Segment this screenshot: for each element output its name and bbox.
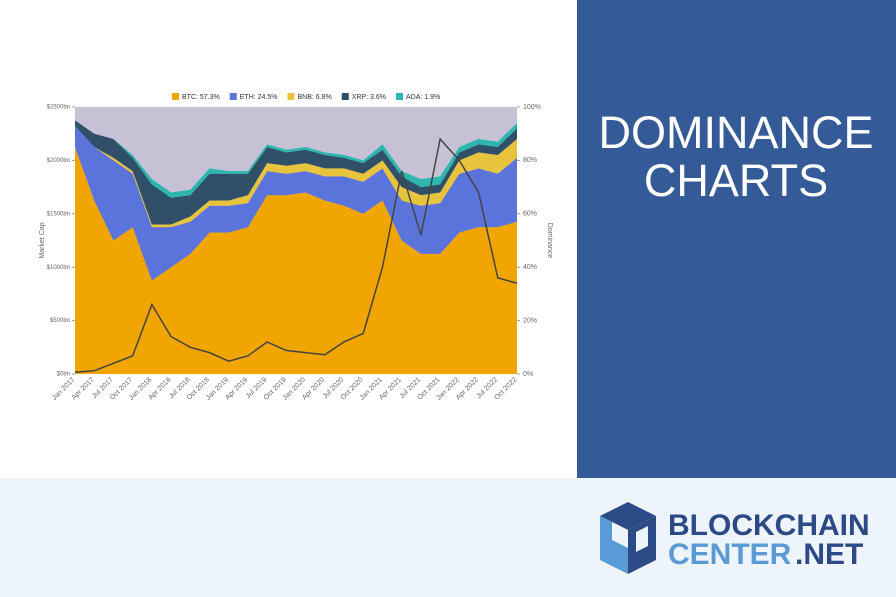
legend-label: BTC: 57.3% — [182, 94, 220, 101]
market-cap-line — [74, 137, 518, 373]
y2-tick-label: 0% — [523, 371, 533, 378]
legend-label: BNB: 6.8% — [298, 94, 332, 101]
logo-text: CENTER — [668, 538, 792, 571]
legend-swatch — [229, 93, 237, 100]
footer-band — [0, 478, 896, 597]
y2-tick-label: 40% — [523, 264, 537, 271]
y2-tick-label: 100% — [523, 104, 541, 111]
area — [75, 125, 517, 281]
legend-swatch — [396, 93, 403, 100]
logo-text: .NET — [795, 538, 863, 571]
banner-title: DOMINANCE — [598, 107, 873, 158]
y-tick-label: $2500bn — [47, 105, 70, 111]
legend-label: ADA: 1.9% — [406, 94, 440, 101]
legend-swatch — [341, 93, 349, 100]
y-tick-label: $1000bn — [47, 265, 70, 271]
area — [75, 147, 517, 374]
y-tick-label: $500bn — [50, 318, 70, 324]
area — [75, 120, 517, 225]
banner-title: CHARTS — [644, 155, 828, 206]
y2-tick-label: 20% — [523, 317, 537, 324]
area — [75, 120, 517, 198]
y2-tick-label: 60% — [523, 211, 537, 218]
logo-text: BLOCKCHAIN — [668, 509, 870, 542]
y2-tick-label: 80% — [523, 157, 537, 164]
legend-label: ETH: 24.5% — [240, 94, 278, 101]
legend-swatch — [172, 93, 179, 100]
y-axis-title: Market Cap — [39, 222, 46, 258]
y2-axis-title: Dominance — [546, 223, 553, 259]
y-tick-label: $0bn — [57, 372, 70, 378]
y-tick-label: $1500bn — [47, 211, 70, 217]
logo-icon — [600, 502, 656, 574]
banner-box — [577, 0, 896, 478]
legend-label: XRP: 3.6% — [352, 94, 386, 101]
legend-swatch — [287, 93, 295, 100]
y-tick-label: $2000bn — [47, 158, 70, 164]
